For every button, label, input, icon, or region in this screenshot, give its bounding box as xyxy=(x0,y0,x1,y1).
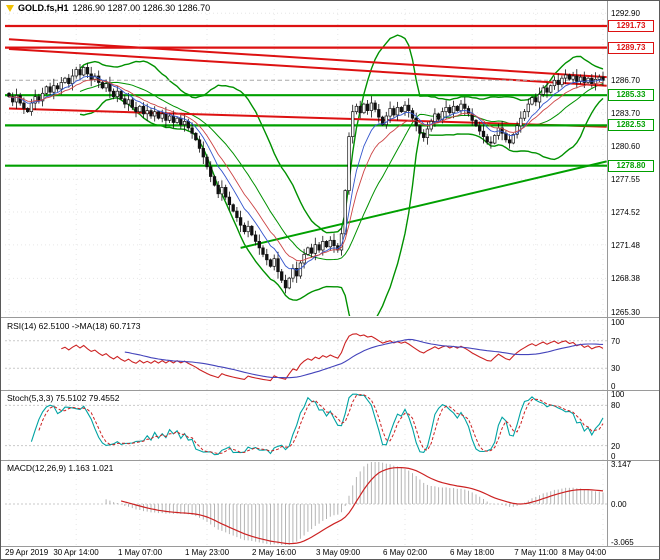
stoch-axis-label: 80 xyxy=(611,401,620,410)
macd-axis-label: 3.147 xyxy=(611,460,632,469)
price-level-label: 1289.73 xyxy=(608,42,654,54)
symbol-label: GOLD.fs,H1 xyxy=(18,3,69,13)
time-axis-label: 1 May 23:00 xyxy=(184,548,230,557)
time-axis-label: 30 Apr 14:00 xyxy=(53,548,99,557)
stoch-axis-label: 0 xyxy=(611,452,616,461)
rsi-axis-label: 0 xyxy=(611,382,616,391)
price-axis[interactable]: 1292.90 1286.70 1283.70 1280.60 1277.55 1274.… xyxy=(608,1,659,547)
price-level-label: 1278.80 xyxy=(608,160,654,172)
price-axis-label: 1274.52 xyxy=(611,208,640,217)
ohlc-values: 1286.90 1287.00 1286.30 1286.70 xyxy=(72,3,211,13)
price-axis-label: 1277.55 xyxy=(611,175,640,184)
stoch-indicator-label: Stoch(5,3,3) 75.5102 79.4552 xyxy=(7,393,120,403)
time-axis-label: 29 Apr 2019 xyxy=(5,548,49,557)
time-axis-label: 1 May 07:00 xyxy=(117,548,163,557)
rsi-axis-label: 70 xyxy=(611,337,620,346)
rsi-indicator-label: RSI(14) 62.5100 ->MA(18) 60.7173 xyxy=(7,321,141,331)
time-axis-label: 7 May 11:00 xyxy=(514,548,558,557)
price-level-label: 1282.53 xyxy=(608,119,654,131)
price-axis-label: 1271.48 xyxy=(611,241,640,250)
time-axis-label: 6 May 02:00 xyxy=(382,548,428,557)
price-axis-label: 1292.90 xyxy=(611,9,640,18)
price-axis-label: 1286.70 xyxy=(611,76,640,85)
time-axis[interactable]: 29 Apr 2019 30 Apr 14:00 1 May 07:00 1 May … xyxy=(1,548,659,559)
stoch-axis-label: 20 xyxy=(611,442,620,451)
time-axis-label: 8 May 04:00 xyxy=(561,548,607,557)
time-axis-label: 6 May 18:00 xyxy=(449,548,495,557)
price-axis-label: 1268.38 xyxy=(611,274,640,283)
price-axis-label: 1283.70 xyxy=(611,109,640,118)
time-axis-label: 2 May 16:00 xyxy=(251,548,297,557)
symbol-title: GOLD.fs,H1 1286.90 1287.00 1286.30 1286.… xyxy=(6,3,210,13)
macd-axis-label: 0.00 xyxy=(611,500,627,509)
stoch-axis-label: 100 xyxy=(611,390,625,399)
price-axis-label: 1265.30 xyxy=(611,308,640,317)
price-level-label: 1285.33 xyxy=(608,89,654,101)
price-axis-label: 1280.60 xyxy=(611,142,640,151)
macd-indicator-label: MACD(12,26,9) 1.163 1.021 xyxy=(7,463,114,473)
symbol-marker-icon xyxy=(6,4,14,12)
macd-axis-label: -3.065 xyxy=(611,538,634,547)
rsi-axis-label: 100 xyxy=(611,318,625,327)
price-level-label: 1291.73 xyxy=(608,20,654,32)
time-axis-label: 3 May 09:00 xyxy=(315,548,361,557)
rsi-axis-label: 30 xyxy=(611,364,620,373)
